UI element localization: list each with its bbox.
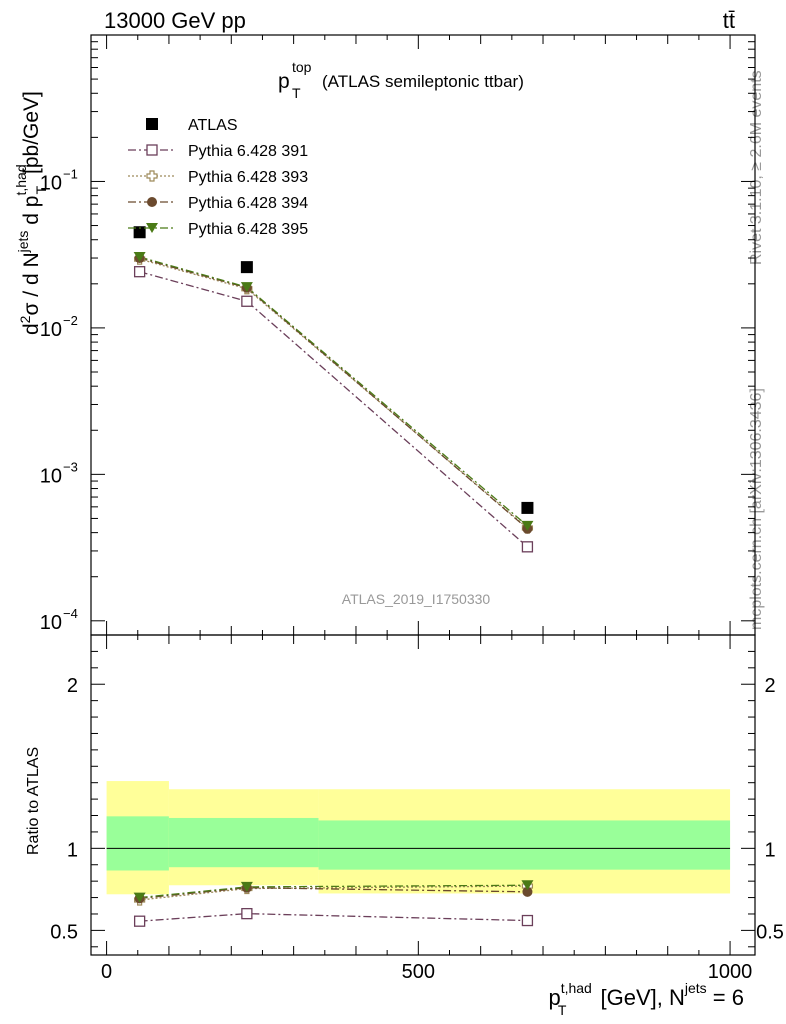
data-point-ratio-3-1 bbox=[240, 881, 253, 892]
ratio-bands bbox=[106, 781, 731, 895]
y-tick-exp-main: −2 bbox=[63, 313, 78, 328]
legend-marker-1 bbox=[146, 144, 158, 156]
y-tick-label-ratio-right: 2 bbox=[764, 675, 775, 697]
legend-marker-0 bbox=[146, 118, 158, 130]
x-tick-label: 1000 bbox=[708, 961, 753, 983]
ratio-panel-frame bbox=[90, 634, 756, 956]
band-inner-2 bbox=[318, 820, 731, 870]
series-line-main-4 bbox=[139, 256, 528, 527]
x-tick-label: 0 bbox=[101, 961, 112, 983]
y-tick-label-main: 10 bbox=[40, 612, 62, 634]
y-tick-label-main: 10 bbox=[40, 465, 62, 487]
data-point-ratio-0-2 bbox=[521, 914, 534, 927]
legend-label-0: ATLAS bbox=[188, 117, 238, 134]
y-axis-label-ratio: Ratio to ATLAS bbox=[25, 747, 42, 855]
y-axis-label-main: d2σ / d Njets d pt,had T [pb/GeV] bbox=[13, 91, 49, 335]
data-point-main-4-1 bbox=[240, 282, 253, 293]
series-line-main-1 bbox=[139, 271, 528, 548]
data-point-main-1-2 bbox=[521, 541, 534, 553]
band-inner-1 bbox=[168, 817, 319, 868]
legend: ATLAS Pythia 6.428 391 Pythia 6.428 393 Pyt… bbox=[128, 117, 308, 238]
data-point-main-0-0 bbox=[133, 226, 146, 239]
y-tick-label-main: 10 bbox=[40, 172, 62, 194]
data-point-ratio-3-0 bbox=[133, 892, 146, 903]
y-tick-label-ratio-right: 0.5 bbox=[756, 921, 784, 943]
data-point-ratio-3-2 bbox=[521, 880, 534, 891]
data-point-main-4-2 bbox=[521, 520, 534, 531]
title-superscript: top bbox=[292, 59, 312, 75]
rivet-version-label: Rivet 3.1.10, ≥ 2.6M events bbox=[748, 70, 765, 265]
band-inner-0 bbox=[106, 816, 169, 871]
title-main: p bbox=[278, 70, 290, 93]
x-axis-label: pt,had T [GeV], Njets = 6 bbox=[548, 980, 744, 1018]
series-line-main-2 bbox=[139, 258, 528, 529]
legend-marker-3 bbox=[147, 197, 157, 207]
legend-marker-4 bbox=[146, 223, 158, 233]
y-tick-exp-main: −4 bbox=[63, 606, 78, 621]
y-tick-label-ratio-left: 0.5 bbox=[50, 921, 78, 943]
y-tick-label-ratio-right: 1 bbox=[764, 839, 775, 861]
x-tick-label: 500 bbox=[402, 961, 435, 983]
data-point-main-0-1 bbox=[240, 261, 253, 274]
legend-label-1: Pythia 6.428 391 bbox=[188, 143, 308, 160]
data-point-main-1-0 bbox=[133, 266, 146, 278]
data-point-main-0-2 bbox=[521, 501, 534, 514]
y-tick-label-ratio-left: 1 bbox=[67, 839, 78, 861]
y-tick-exp-main: −3 bbox=[63, 459, 78, 474]
y-tick-exp-main: −1 bbox=[63, 166, 78, 181]
title-subscript: T bbox=[292, 85, 301, 101]
y-tick-label-main: 10 bbox=[40, 319, 62, 341]
series-markers bbox=[133, 226, 534, 927]
series-line-ratio-0 bbox=[139, 912, 528, 922]
header-energy-label: 13000 GeV pp bbox=[104, 8, 246, 33]
mcplots-label: mcplots.cern.ch [arXiv:1306.3436] bbox=[748, 388, 765, 630]
data-point-main-1-1 bbox=[241, 295, 253, 307]
legend-marker-2 bbox=[146, 170, 158, 182]
data-point-ratio-2-2 bbox=[522, 886, 533, 897]
x-axis-label-text: pt,had T [GeV], Njets = 6 bbox=[548, 980, 744, 1018]
y-tick-label-ratio-left: 2 bbox=[67, 675, 78, 697]
data-point-ratio-0-1 bbox=[241, 907, 253, 920]
y-axis-label-main-text: d2σ / d Njets d pt,had T [pb/GeV] bbox=[13, 91, 49, 335]
legend-label-2: Pythia 6.428 393 bbox=[188, 169, 308, 186]
header-process-label: tt̄ bbox=[723, 8, 735, 33]
data-point-ratio-0-0 bbox=[133, 915, 146, 927]
data-point-main-4-0 bbox=[133, 251, 146, 262]
legend-label-3: Pythia 6.428 394 bbox=[188, 195, 308, 212]
series-line-main-3 bbox=[139, 257, 528, 530]
analysis-label: ATLAS_2019_I1750330 bbox=[342, 591, 491, 607]
title-description: (ATLAS semileptonic ttbar) bbox=[322, 72, 524, 91]
legend-label-4: Pythia 6.428 395 bbox=[188, 221, 308, 238]
plot-title: p top T (ATLAS semileptonic ttbar) bbox=[278, 59, 524, 101]
